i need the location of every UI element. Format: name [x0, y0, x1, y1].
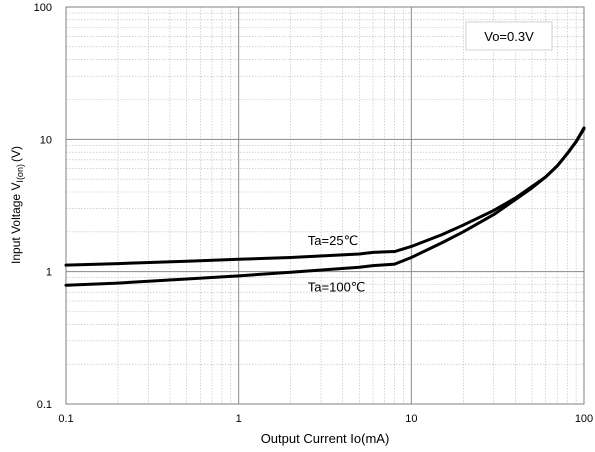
condition-box-label: Vo=0.3V — [484, 29, 534, 44]
y-axis-label-unit: (V) — [9, 146, 23, 162]
condition-box-frame — [465, 21, 553, 51]
series-line-1 — [64, 127, 586, 287]
x-tick-label: 10 — [405, 413, 417, 425]
y-axis-label-subscript: I(on) — [15, 164, 25, 183]
x-axis-label: Output Current Io(mA) — [261, 431, 390, 446]
condition-box: Vo=0.3V — [465, 21, 553, 51]
y-axis-label-main: Input Voltage V — [9, 183, 23, 264]
series-label-0: Ta=25℃ — [308, 233, 358, 248]
series-label-1: Ta=100℃ — [308, 280, 366, 295]
series-layer — [64, 126, 586, 287]
series-labels: Ta=25℃ Ta=100℃ — [308, 233, 366, 295]
y-tick-label: 0.1 — [37, 399, 52, 411]
y-tick-labels: 0.1 1 10 100 — [34, 2, 52, 411]
x-tick-label: 0.1 — [58, 413, 73, 425]
y-tick-label: 100 — [34, 2, 52, 14]
y-tick-label: 10 — [40, 134, 52, 146]
x-tick-labels: 0.1 1 10 100 — [58, 413, 593, 425]
minor-grid — [66, 7, 584, 404]
y-tick-label: 1 — [46, 267, 52, 279]
plot-frame — [65, 6, 585, 405]
plot-background — [66, 7, 584, 404]
x-tick-label: 100 — [575, 413, 593, 425]
y-axis-label: Input Voltage VI(on) (V) — [9, 146, 25, 264]
x-tick-label: 1 — [236, 413, 242, 425]
